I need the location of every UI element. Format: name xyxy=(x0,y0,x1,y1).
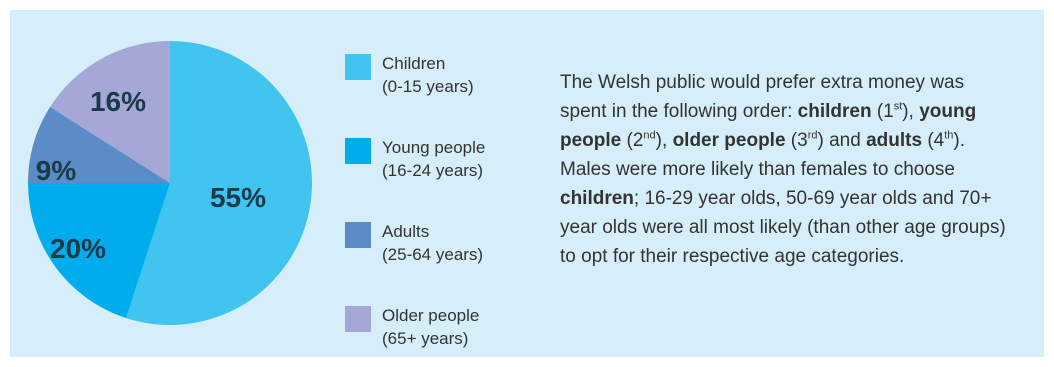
summary-text: ; 16-29 year olds, 50-69 year olds and 7… xyxy=(560,188,1006,267)
summary-text: ). Males were more likely than females t… xyxy=(560,130,966,180)
summary-text: The Welsh public would prefer extra mone… xyxy=(560,72,965,122)
legend-label-children: Children xyxy=(382,54,446,73)
pie-slice-children xyxy=(126,41,313,326)
pie-label-older-people: 16% xyxy=(90,86,146,117)
summary-text: ), xyxy=(655,130,673,151)
summary-paragraph: The Welsh public would prefer extra mone… xyxy=(560,68,1015,271)
legend-label-young-people: Young people xyxy=(382,138,486,157)
pie-label-young-people: 20% xyxy=(50,233,106,264)
pie-chart: 55% 20% 9% 16% xyxy=(28,41,313,326)
pie-slice-young-people xyxy=(28,183,170,319)
legend-range-children: (0-15 years) xyxy=(382,77,474,96)
summary-text: (4 xyxy=(922,130,945,151)
legend-swatch-children xyxy=(345,54,371,80)
ordinal-suffix: rd xyxy=(807,129,818,142)
infographic-panel: 55% 20% 9% 16% Children (0-15 years) Young … xyxy=(10,10,1044,357)
summary-text: ) and xyxy=(817,130,867,151)
legend-label-adults: Adults xyxy=(382,222,430,241)
pie-slice-older-people xyxy=(50,41,170,183)
summary-bold-older-people: older people xyxy=(672,130,786,151)
legend-range-young-people: (16-24 years) xyxy=(382,161,484,180)
summary-text: (1 xyxy=(871,101,894,122)
summary-text: (2 xyxy=(621,130,644,151)
legend-range-older-people: (65+ years) xyxy=(382,329,469,348)
legend-range-adults: (25-64 years) xyxy=(382,245,484,264)
legend-item-older-people: Older people (65+ years) xyxy=(345,304,535,364)
summary-bold-young-people: young people xyxy=(560,101,977,151)
summary-text: ), xyxy=(902,101,920,122)
pie-label-adults: 9% xyxy=(36,155,77,186)
legend-label-older-people: Older people xyxy=(382,306,480,325)
legend-swatch-young-people xyxy=(345,138,371,164)
legend-item-adults: Adults (25-64 years) xyxy=(345,220,535,280)
summary-bold-children: children xyxy=(797,101,872,122)
summary-text: (3 xyxy=(785,130,808,151)
ordinal-suffix: nd xyxy=(643,129,656,142)
pie-slice-adults xyxy=(28,106,170,183)
legend-swatch-adults xyxy=(345,222,371,248)
legend-swatch-older-people xyxy=(345,306,371,332)
legend-item-young-people: Young people (16-24 years) xyxy=(345,136,535,196)
ordinal-suffix: th xyxy=(944,129,954,142)
summary-bold-adults: adults xyxy=(866,130,923,151)
legend-item-children: Children (0-15 years) xyxy=(345,52,535,112)
summary-bold-children-2: children xyxy=(560,188,634,209)
ordinal-suffix: st xyxy=(893,100,903,113)
pie-label-children: 55% xyxy=(210,182,266,213)
